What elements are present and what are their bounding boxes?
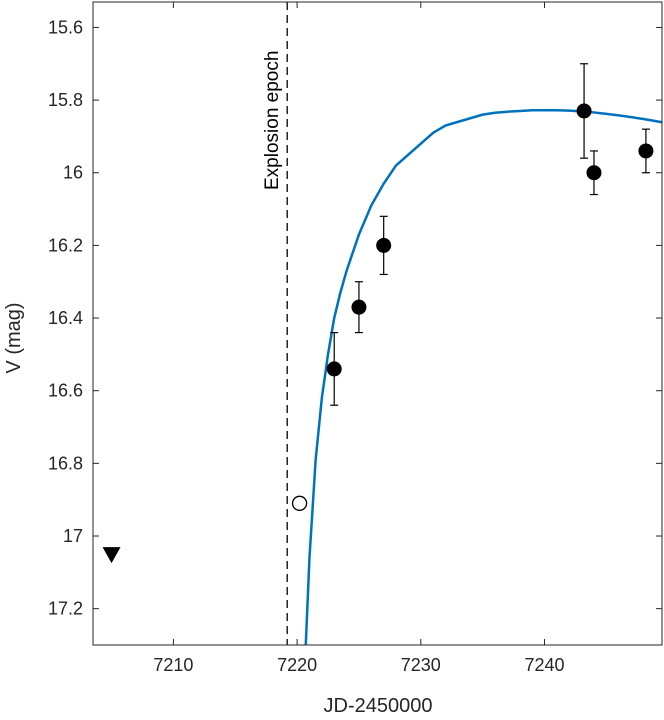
y-tick-label: 15.6: [48, 17, 83, 37]
explosion-epoch-label: Explosion epoch: [262, 51, 283, 190]
data-point: [351, 299, 367, 315]
data-point: [638, 143, 654, 159]
plot-area: Explosion epoch: [102, 2, 662, 645]
y-axis-label: V (mag): [3, 302, 25, 373]
x-tick-label: 7210: [153, 655, 193, 675]
x-tick-label: 7220: [277, 655, 317, 675]
y-tick-label: 17: [63, 526, 83, 546]
y-tick-label: 16.8: [48, 453, 83, 473]
y-tick-label: 17.2: [48, 599, 83, 619]
axes: 7210 7220 7230 7240 15.6 15.8 16 16.2 16.4 16.6 16…: [48, 1, 663, 675]
data-point: [376, 237, 392, 253]
upper-limit-marker: [102, 547, 121, 564]
plot-clipped-group: [102, 2, 662, 645]
y-tick-label: 16.2: [48, 235, 83, 255]
y-tick-label: 16.6: [48, 381, 83, 401]
data-point: [576, 103, 592, 119]
y-tick-label: 15.8: [48, 90, 83, 110]
x-tick-label: 7240: [524, 655, 564, 675]
x-tick-label: 7230: [401, 655, 441, 675]
y-tick-label: 16.4: [48, 308, 83, 328]
fit-curve: [304, 109, 662, 645]
y-tick-label: 16: [63, 163, 83, 183]
x-axis-label: JD-2450000: [324, 695, 433, 717]
axes-box: [92, 1, 663, 646]
data-point: [586, 165, 602, 181]
data-point: [326, 361, 342, 377]
open-data-point: [291, 495, 308, 511]
